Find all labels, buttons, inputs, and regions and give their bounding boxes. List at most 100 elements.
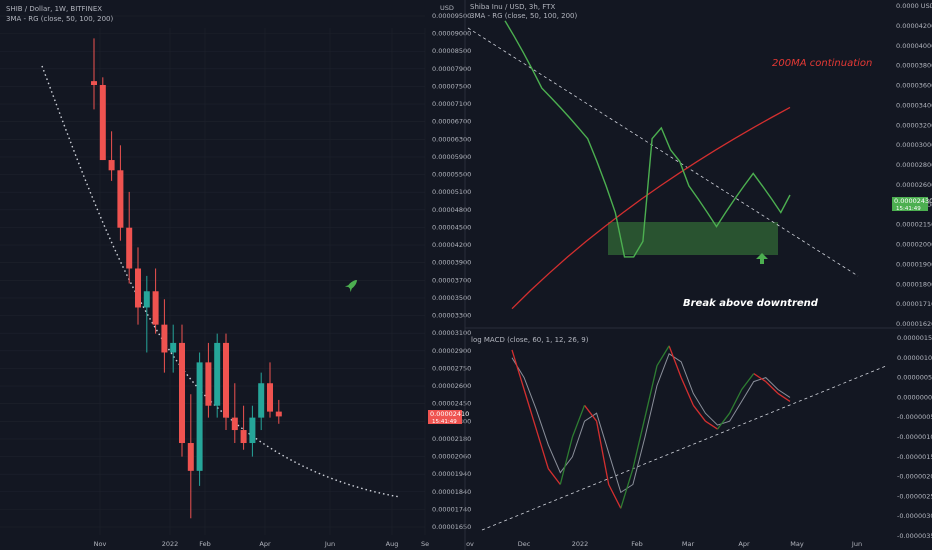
macd-line-red (511, 345, 791, 509)
candle-body (267, 383, 273, 412)
left-y-tick: 0.00002450 (432, 400, 471, 408)
left-title: SHIB / Dollar, 1W, BITFINEX (6, 5, 102, 13)
candle-body (126, 227, 133, 269)
right-top-y-tick: 0.00002800 (896, 161, 932, 169)
left-y-tick: 0.00002060 (432, 453, 471, 461)
left-indicator: 3MA - RG (close, 50, 100, 200) (6, 15, 114, 23)
candle-body (99, 85, 106, 161)
right-price-label-box (892, 197, 928, 211)
left-y-tick: 0.00005900 (432, 153, 471, 161)
left-y-tick: 0.00009500 (432, 12, 471, 20)
right-top-y-tick: 0.00004200 (896, 22, 932, 30)
annotation-200ma: 200MA continuation (772, 58, 872, 69)
right-top-y-tick: 0.00002000 (896, 241, 932, 249)
price-line (504, 20, 791, 258)
candle-body (258, 383, 265, 418)
macd-y-tick: -0.00000200 (897, 473, 932, 481)
right-title: Shiba Inu / USD, 3h, FTX (470, 3, 555, 11)
candle-body (214, 342, 221, 406)
candle-body (91, 81, 97, 86)
left-y-tick: 0.00006300 (432, 135, 471, 143)
macd-y-tick: 0.00000000 (897, 393, 932, 401)
right-x-tick: Jun (851, 540, 862, 548)
support-zone (608, 222, 778, 255)
arrow-up-icon (756, 253, 768, 264)
macd-y-tick: -0.00000350 (897, 532, 932, 540)
left-y-tick: 0.00003300 (432, 312, 471, 320)
right-top-y-axis: 0.0000 USD 0.00004200 0.00004000 0.00003800… (896, 2, 932, 328)
left-y-tick: 0.00001940 (432, 470, 471, 478)
left-y-axis: 0.00009500 0.00009000 0.00008500 0.00007900… (432, 12, 471, 531)
right-top-y-tick: 0.00002150 (896, 221, 932, 229)
left-candles (91, 38, 282, 519)
candle-body (108, 160, 115, 171)
right-top-y-tick: 0.0000 USD (896, 2, 932, 10)
macd-y-tick: -0.00000300 (897, 512, 932, 520)
right-top-y-tick: 0.00001620 (896, 320, 932, 328)
left-y-tick: 0.00002900 (432, 347, 471, 355)
right-top-y-tick: 0.00003800 (896, 62, 932, 70)
candle-body (240, 430, 247, 444)
left-y-tick: 0.00007500 (432, 82, 471, 90)
candle-body (187, 443, 194, 471)
right-x-axis: ov Dec 2022 Feb Mar Apr May Jun (466, 540, 862, 548)
annotation-break: Break above downtrend (683, 298, 819, 309)
right-x-tick: Mar (682, 540, 695, 548)
left-y-tick: 0.00002180 (432, 435, 471, 443)
candle-body (152, 291, 159, 325)
left-y-tick: 0.00001650 (432, 523, 471, 531)
candle-body (135, 268, 141, 308)
left-price-label: 0.00002410 (430, 410, 469, 418)
candle-body (231, 417, 238, 431)
candle-body (205, 362, 212, 406)
left-x-tick: Nov (94, 540, 107, 548)
left-price-label-box (428, 410, 462, 424)
left-y-tick: 0.00002600 (432, 382, 471, 390)
left-y-unit: USD (440, 4, 454, 12)
left-y-tick: 0.00003100 (432, 329, 471, 337)
left-y-tick: 0.00003700 (432, 276, 471, 284)
rocket-icon (344, 280, 357, 293)
left-y-tick: 0.00004800 (432, 206, 471, 214)
left-y-tick: 0.00008500 (432, 47, 471, 55)
left-y-tick: 0.00009000 (432, 30, 471, 38)
candle-body (143, 291, 150, 308)
left-y-tick: 0.00004500 (432, 223, 471, 231)
candle-body (249, 417, 256, 444)
right-x-tick: ov (466, 540, 474, 548)
right-price-label-sub: 15:41:49 (896, 206, 921, 212)
right-indicator: 3MA - RG (close, 50, 100, 200) (470, 12, 578, 20)
left-y-tick: 0.00004200 (432, 241, 471, 249)
left-y-tick: 0.00002750 (432, 364, 471, 372)
right-top-y-tick: 0.00002600 (896, 181, 932, 189)
right-top-y-tick: 0.00001710 (896, 300, 932, 308)
left-y-tick: 0.00001840 (432, 488, 471, 496)
downtrend-line (467, 27, 859, 277)
macd-line-green (559, 345, 755, 509)
right-top-y-tick: 0.00001800 (896, 280, 932, 288)
left-y-tick: 0.00007100 (432, 100, 471, 108)
left-y-tick: 0.00003500 (432, 294, 471, 302)
left-x-tick: Apr (259, 540, 271, 548)
left-y-tick: 0.00001740 (432, 505, 471, 513)
right-top-y-tick: 0.00003200 (896, 121, 932, 129)
right-top-y-tick: 0.00003000 (896, 141, 932, 149)
macd-signal-line (511, 353, 791, 494)
right-top-y-tick: 0.00003400 (896, 101, 932, 109)
candle-body (223, 342, 229, 418)
left-price-label-sub: 15:41:49 (432, 419, 457, 425)
left-y-tick: 0.00006700 (432, 118, 471, 126)
candle-body (275, 411, 282, 417)
left-y-tick: 0.00005500 (432, 171, 471, 179)
candle-body (170, 342, 177, 353)
macd-title: log MACD (close, 60, 1, 12, 26, 9) (471, 336, 589, 344)
left-x-tick: 2022 (162, 540, 179, 548)
candle-body (117, 170, 124, 228)
left-grid (0, 15, 426, 535)
